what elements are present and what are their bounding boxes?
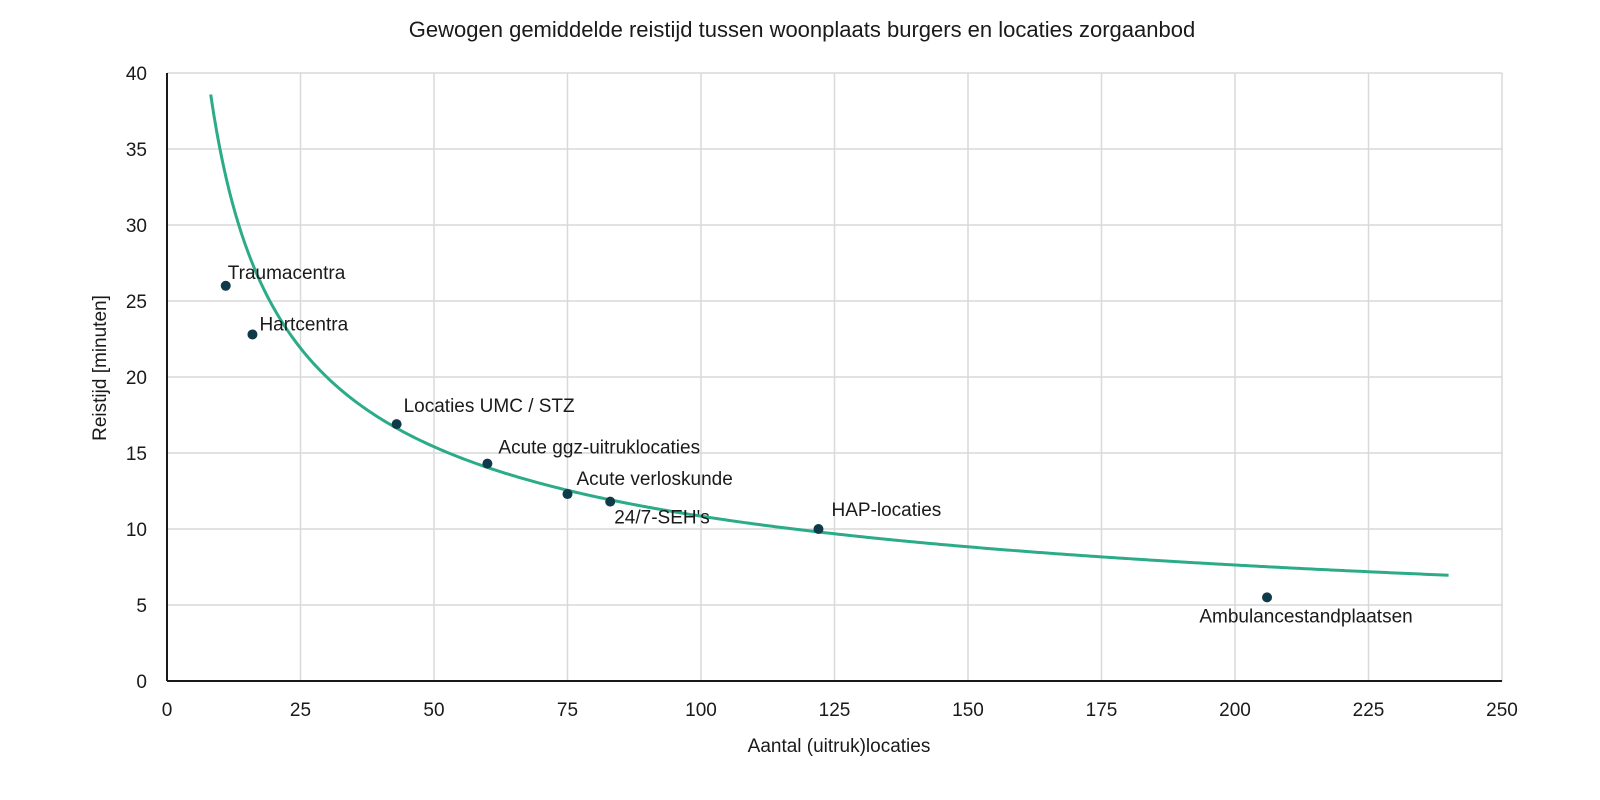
- x-tick-label: 25: [290, 700, 311, 721]
- trendline: [209, 94, 1449, 577]
- y-tick-label: 10: [126, 520, 147, 541]
- x-axis-label: Aantal (uitruk)locaties: [748, 736, 931, 757]
- tick-labels: 0 25 50 75 100 125 150 175 200 225 250 0 5 10 15 20 25 30…: [126, 64, 1518, 721]
- y-tick-label: 20: [126, 368, 147, 389]
- y-tick-label: 15: [126, 444, 147, 465]
- x-tick-label: 225: [1353, 700, 1385, 721]
- x-tick-label: 125: [819, 700, 851, 721]
- data-label: Ambulancestandplaatsen: [1199, 606, 1412, 627]
- x-tick-label: 50: [423, 700, 444, 721]
- data-point: [247, 329, 258, 340]
- x-tick-label: 175: [1086, 700, 1118, 721]
- data-point: [220, 280, 231, 291]
- y-tick-label: 5: [136, 596, 147, 617]
- data-point: [605, 496, 616, 507]
- data-point: [1262, 592, 1273, 603]
- axes: [166, 73, 1502, 682]
- data-label: HAP-locaties: [831, 500, 941, 521]
- data-label: Acute ggz-uitruklocaties: [498, 438, 700, 459]
- data-label: Acute verloskunde: [577, 469, 733, 490]
- data-label: 24/7-SEH's: [614, 508, 710, 529]
- y-tick-label: 40: [126, 64, 147, 85]
- y-tick-label: 0: [136, 672, 147, 693]
- grid: [167, 72, 1503, 681]
- data-point: [813, 524, 824, 534]
- data-label: Locaties UMC / STZ: [404, 396, 575, 417]
- point-labels: Traumacentra Hartcentra Locaties UMC / STZ…: [228, 263, 1413, 628]
- x-tick-label: 150: [952, 700, 984, 721]
- chart-title: Gewogen gemiddelde reistijd tussen woonp…: [409, 17, 1195, 42]
- y-axis-label: Reistijd [minuten]: [90, 295, 111, 441]
- y-tick-label: 35: [126, 140, 147, 161]
- x-tick-label: 100: [685, 700, 717, 721]
- data-points: [220, 280, 1273, 603]
- data-label: Traumacentra: [228, 263, 346, 284]
- data-point: [391, 419, 402, 430]
- x-tick-label: 0: [162, 700, 173, 721]
- x-tick-label: 200: [1219, 700, 1251, 721]
- data-label: Hartcentra: [259, 314, 348, 335]
- data-point: [562, 489, 573, 500]
- x-tick-label: 250: [1486, 700, 1518, 721]
- data-point: [482, 458, 493, 469]
- y-tick-label: 30: [126, 216, 147, 237]
- x-tick-label: 75: [557, 700, 578, 721]
- y-tick-label: 25: [126, 292, 147, 313]
